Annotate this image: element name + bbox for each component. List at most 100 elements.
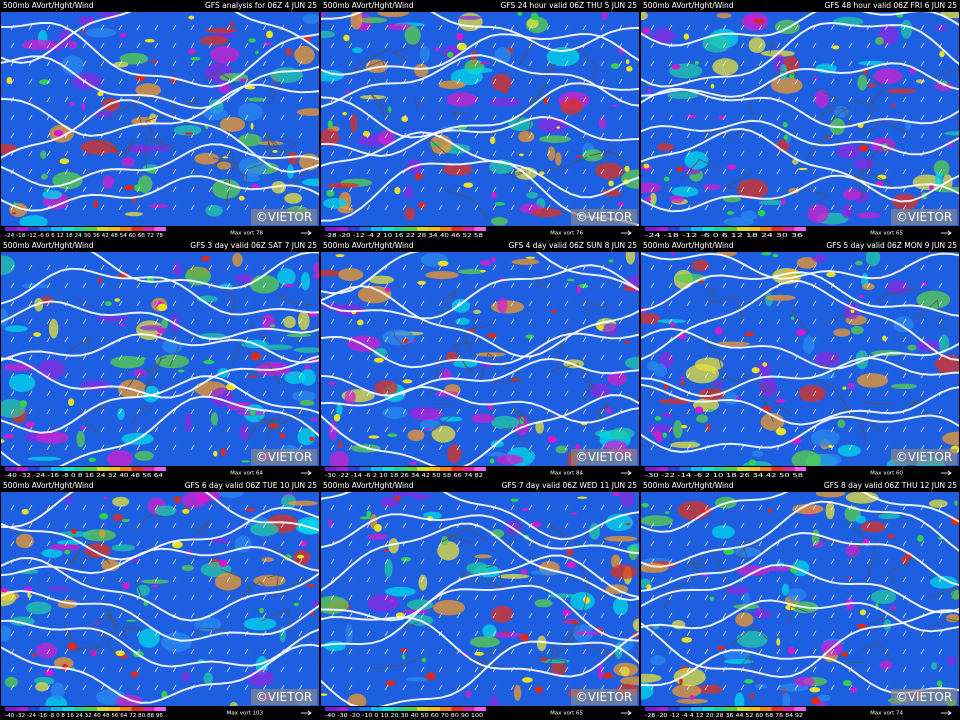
- vorticity-core: [24, 587, 33, 592]
- wind-barb: [920, 594, 925, 601]
- state-border: [774, 401, 793, 417]
- wind-barb: [366, 96, 371, 103]
- height-contour: [641, 599, 959, 633]
- vorticity-blob: [218, 492, 244, 498]
- wind-barb: [384, 372, 389, 379]
- forecast-panel: 500mb AVort/Hght/Wind GFS 48 hour valid 0…: [641, 0, 959, 240]
- max-vort: Max vort 103: [227, 711, 264, 717]
- wind-barb: [938, 558, 943, 565]
- wind-barb: [330, 558, 335, 565]
- wind-barb: [82, 300, 87, 307]
- wind-barb: [384, 150, 389, 157]
- wind-barb: [348, 666, 353, 673]
- wind-barb: [668, 96, 673, 103]
- wind-barb: [830, 150, 835, 157]
- wind-barb: [28, 300, 33, 307]
- wind-barb: [298, 522, 303, 529]
- wind-barb: [668, 204, 673, 211]
- wind-barb: [100, 186, 105, 193]
- wind-barb: [600, 540, 605, 547]
- wind-barb: [902, 666, 907, 673]
- vorticity-core: [356, 319, 364, 326]
- wind-barb: [704, 60, 709, 67]
- state-border: [144, 379, 150, 393]
- wind-barb: [384, 684, 389, 691]
- wind-barb: [830, 390, 835, 397]
- wind-barb: [82, 318, 87, 325]
- wind-barb: [64, 612, 69, 619]
- wind-barb: [402, 318, 407, 325]
- vorticity-blob: [76, 430, 85, 448]
- wind-barb: [298, 264, 303, 271]
- vorticity-core: [810, 697, 821, 705]
- wind-barb: [420, 372, 425, 379]
- height-contour: [1, 55, 319, 110]
- wind-barb: [438, 648, 443, 655]
- vorticity-blob: [547, 593, 578, 598]
- wind-barb: [600, 576, 605, 583]
- vorticity-blob: [610, 427, 635, 440]
- wind-barb: [686, 132, 691, 139]
- wind-barb: [190, 390, 195, 397]
- wind-barb: [884, 186, 889, 193]
- wind-barb: [100, 684, 105, 691]
- colorbar-cell: [760, 227, 772, 231]
- wind-barb: [208, 594, 213, 601]
- wind-barb: [812, 504, 817, 511]
- vorticity-blob: [479, 259, 492, 267]
- wind-barb: [136, 150, 141, 157]
- wind-barb: [82, 594, 87, 601]
- wind-barb: [564, 426, 569, 433]
- wind-barb: [10, 576, 15, 583]
- wind-barb: [402, 24, 407, 31]
- header-band: [641, 480, 959, 492]
- colorbar-cell: [359, 707, 371, 711]
- wind-barb: [10, 24, 15, 31]
- wind-barb: [830, 114, 835, 121]
- watermark: ©VIETOR: [896, 210, 952, 224]
- wind-barb: [704, 540, 709, 547]
- wind-barb: [758, 150, 763, 157]
- colorbar-cell: [28, 227, 40, 231]
- wind-barb: [280, 78, 285, 85]
- wind-barb: [474, 318, 479, 325]
- wind-barb: [28, 594, 33, 601]
- wind-barb: [546, 132, 551, 139]
- vorticity-blob: [271, 180, 287, 194]
- wind-barb: [420, 264, 425, 271]
- wind-barb: [366, 78, 371, 85]
- wind-barb: [740, 372, 745, 379]
- vorticity-blob: [323, 640, 346, 652]
- map-area: [641, 12, 959, 226]
- wind-barb: [330, 168, 335, 175]
- watermark: ©VIETOR: [576, 450, 632, 464]
- colorbar-cell: [28, 707, 40, 711]
- wind-barb: [402, 426, 407, 433]
- wind-barb: [28, 186, 33, 193]
- vorticity-blob: [357, 285, 392, 304]
- wind-barb: [226, 594, 231, 601]
- wind-barb: [348, 522, 353, 529]
- wind-barb: [100, 60, 105, 67]
- vorticity-blob: [347, 693, 367, 706]
- wind-barb: [100, 204, 105, 211]
- wind-barb: [46, 318, 51, 325]
- wind-barb: [938, 42, 943, 49]
- wind-barb: [190, 612, 195, 619]
- vorticity-blob: [296, 108, 319, 116]
- wind-barb: [884, 150, 889, 157]
- colorbar-cell: [131, 467, 143, 471]
- wind-barb: [884, 168, 889, 175]
- vorticity-core: [435, 47, 440, 52]
- height-contour: [1, 395, 319, 466]
- colorbar-cell: [771, 467, 783, 471]
- wind-barb: [244, 684, 249, 691]
- wind-barb: [510, 96, 515, 103]
- vorticity-core: [543, 97, 549, 105]
- wind-barb: [154, 504, 159, 511]
- colorbar-cell: [748, 227, 760, 231]
- vorticity-blob: [726, 586, 750, 595]
- vorticity-core: [27, 592, 31, 598]
- vorticity-blob: [51, 682, 65, 701]
- vorticity-blob: [238, 133, 262, 147]
